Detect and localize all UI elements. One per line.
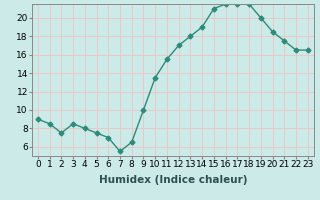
X-axis label: Humidex (Indice chaleur): Humidex (Indice chaleur) — [99, 175, 247, 185]
